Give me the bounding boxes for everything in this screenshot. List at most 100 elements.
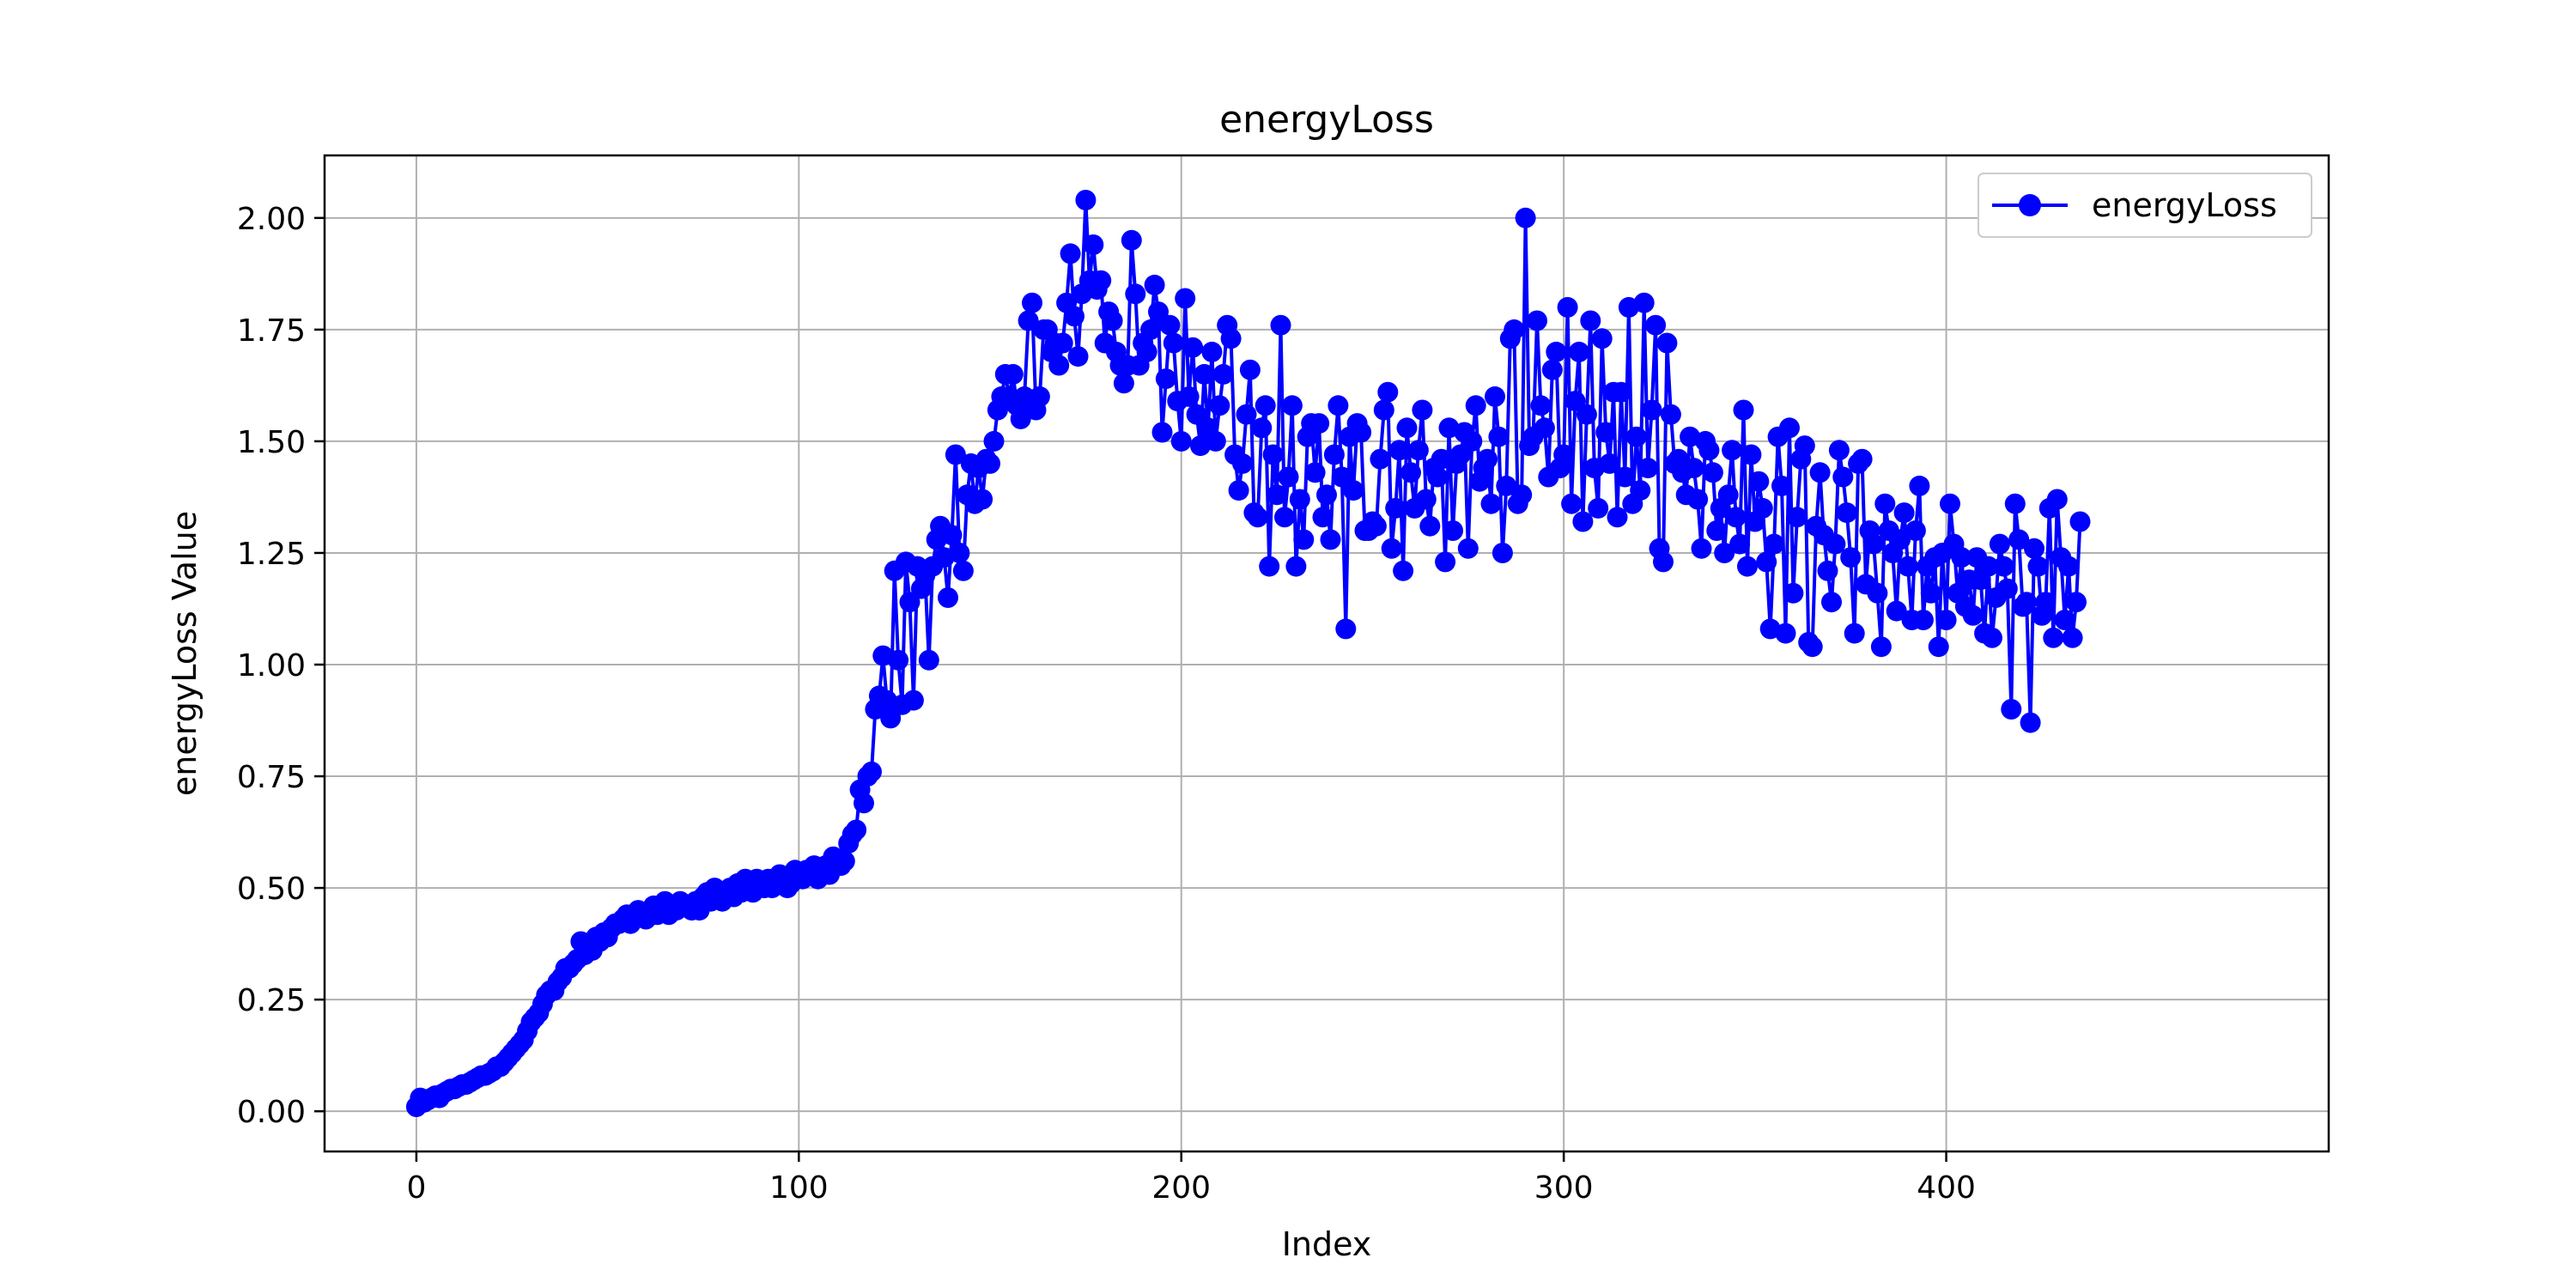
- data-point: [1228, 480, 1249, 501]
- data-point: [1886, 600, 1907, 622]
- data-point: [1067, 346, 1089, 368]
- data-point: [983, 430, 1005, 452]
- data-point: [1205, 430, 1226, 452]
- data-point: [1373, 399, 1394, 421]
- data-point: [1407, 440, 1429, 461]
- data-point: [1029, 386, 1050, 407]
- data-point: [2001, 699, 2022, 720]
- data-point: [1083, 234, 1104, 255]
- data-point: [1733, 399, 1754, 421]
- data-point: [1928, 636, 1949, 658]
- data-point: [1370, 448, 1391, 470]
- data-point: [2069, 511, 2091, 532]
- data-point: [1323, 444, 1345, 465]
- data-point: [1771, 475, 1792, 496]
- data-point: [1775, 623, 1796, 644]
- data-point: [1060, 243, 1081, 264]
- y-tick-label: 1.75: [237, 313, 306, 349]
- data-point: [1113, 373, 1134, 394]
- data-point: [1255, 395, 1276, 416]
- data-point: [1316, 484, 1337, 506]
- data-point: [1285, 556, 1307, 577]
- y-tick-label: 1.00: [237, 648, 306, 683]
- data-point: [1870, 636, 1892, 658]
- data-point: [1488, 426, 1510, 447]
- data-point: [1625, 426, 1647, 447]
- data-point: [1794, 435, 1815, 457]
- data-point: [1546, 341, 1567, 362]
- data-point: [1783, 582, 1804, 604]
- data-point: [1748, 471, 1770, 492]
- data-point: [938, 587, 958, 608]
- data-point: [1588, 497, 1609, 519]
- data-point: [1496, 475, 1517, 496]
- axis-ticks: 0 100 200 300 400 0.00 0.25 0.50 0.75 1.00 1.25 1.5…: [237, 202, 1976, 1206]
- data-point: [902, 690, 924, 711]
- data-point: [1909, 475, 1930, 496]
- data-point: [1801, 636, 1823, 658]
- data-point: [1267, 484, 1288, 506]
- data-point: [1457, 538, 1479, 559]
- data-point: [1465, 395, 1486, 416]
- data-point: [2066, 592, 2087, 613]
- data-point: [1630, 480, 1651, 501]
- data-point: [1737, 556, 1758, 577]
- data-point: [1320, 529, 1341, 550]
- x-tick-label: 200: [1151, 1170, 1211, 1206]
- data-point: [1365, 515, 1387, 537]
- data-point: [1576, 404, 1597, 425]
- y-tick-label: 0.50: [237, 872, 306, 907]
- data-point: [1569, 341, 1589, 362]
- data-point: [1400, 462, 1421, 483]
- data-point: [1825, 533, 1846, 555]
- legend-box: [1978, 173, 2312, 238]
- data-point: [1890, 529, 1911, 550]
- data-point: [1419, 515, 1441, 537]
- data-point: [1660, 404, 1681, 425]
- data-point: [1304, 462, 1326, 483]
- data-point: [1155, 368, 1176, 390]
- data-point: [1259, 556, 1280, 577]
- data-point: [1010, 408, 1031, 429]
- data-point: [2004, 493, 2026, 514]
- data-point: [1530, 395, 1552, 416]
- data-point: [1289, 489, 1310, 510]
- data-point: [1270, 314, 1291, 336]
- data-point: [1163, 332, 1184, 354]
- data-point: [1232, 453, 1253, 474]
- data-point: [1121, 229, 1142, 251]
- data-point: [1912, 610, 1934, 630]
- data-point: [1898, 556, 1918, 577]
- data-point: [1962, 605, 1984, 626]
- data-point: [1022, 292, 1042, 313]
- data-point: [1052, 332, 1073, 354]
- data-point: [1940, 493, 1960, 514]
- data-point: [1996, 578, 2018, 599]
- x-tick-label: 0: [406, 1170, 426, 1206]
- data-point: [1687, 489, 1709, 510]
- data-point: [1281, 395, 1303, 416]
- data-point: [1656, 332, 1678, 354]
- data-point: [1415, 489, 1437, 510]
- data-point: [1201, 341, 1223, 362]
- data-point: [2046, 489, 2068, 510]
- data-point: [2008, 529, 2030, 550]
- data-point: [1637, 458, 1659, 479]
- data-point: [854, 793, 874, 814]
- data-point: [1504, 319, 1525, 340]
- data-point: [1557, 296, 1578, 318]
- data-point: [1239, 359, 1261, 380]
- data-point: [2024, 538, 2044, 559]
- data-point: [1935, 610, 1957, 630]
- data-point: [1607, 507, 1628, 528]
- data-point: [1779, 417, 1800, 439]
- data-point: [1951, 547, 1972, 568]
- x-tick-label: 100: [769, 1170, 829, 1206]
- data-point: [1327, 395, 1349, 416]
- data-point: [1236, 404, 1257, 425]
- data-point: [1381, 538, 1402, 559]
- data-point: [941, 525, 963, 546]
- data-point: [1698, 440, 1720, 461]
- data-point: [1633, 292, 1655, 313]
- legend-label: energyLoss: [2092, 186, 2277, 224]
